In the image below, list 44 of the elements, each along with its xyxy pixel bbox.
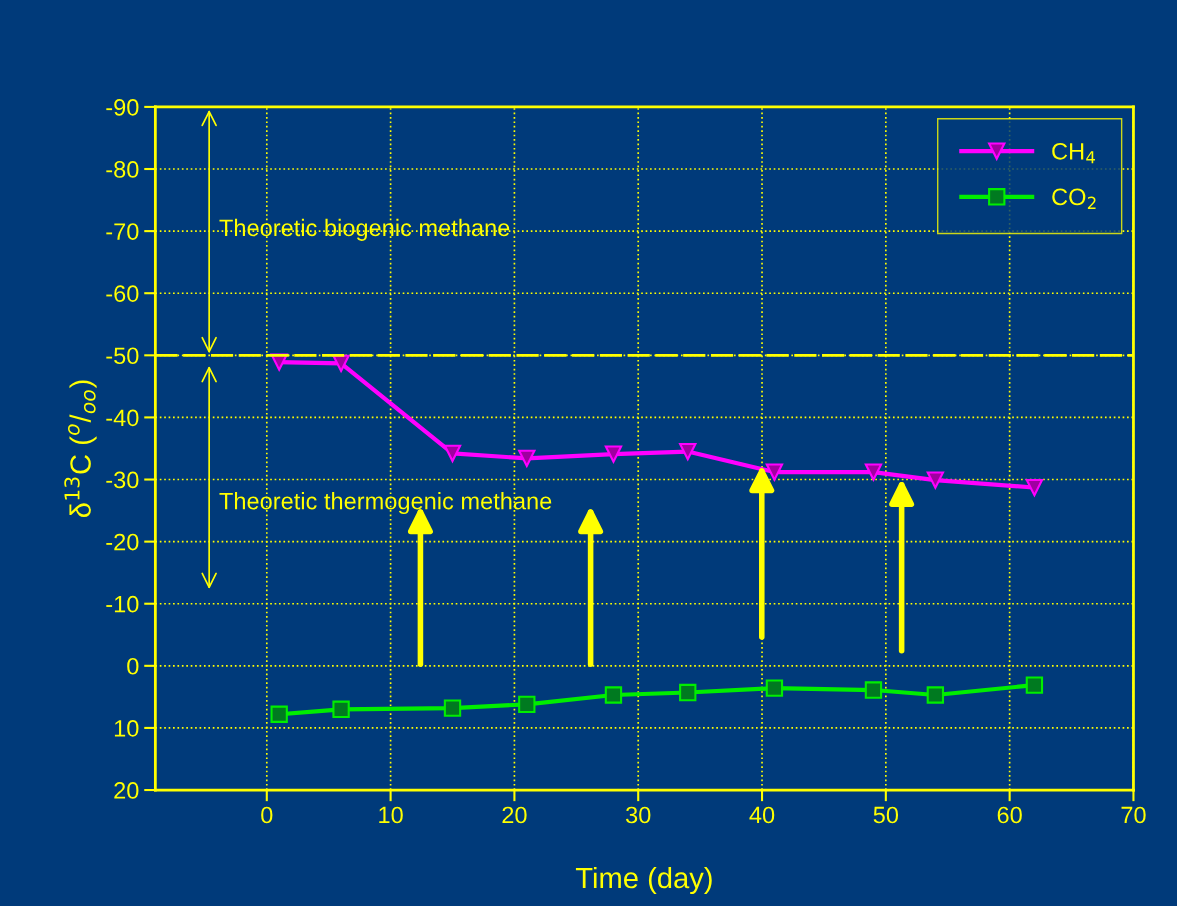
y-tick-label: -80 <box>106 161 139 178</box>
annotation: Theoretic thermogenic methane <box>219 492 552 515</box>
point <box>604 686 623 704</box>
legend-label: CH$_{4}$ <box>1052 142 1095 164</box>
y-tick-label: -30 <box>106 471 139 489</box>
point <box>765 463 784 481</box>
x-tick-label: 70 <box>1121 806 1146 824</box>
point <box>332 700 350 718</box>
y-tick-label: 0 <box>127 657 139 675</box>
x-tick-label: 60 <box>997 806 1022 824</box>
x-tick-label: 20 <box>502 806 527 824</box>
y-tick-label: -60 <box>106 285 139 302</box>
point <box>604 445 623 463</box>
point <box>864 463 883 481</box>
y-tick-label: -90 <box>106 98 139 116</box>
point <box>1025 478 1044 497</box>
x-tick-label: 10 <box>379 806 403 824</box>
point <box>443 444 462 463</box>
x-tick-label: 30 <box>625 806 651 824</box>
point <box>679 442 697 461</box>
point <box>864 681 883 699</box>
point <box>518 695 536 714</box>
x-axis-title: Time (day) <box>575 866 712 895</box>
y-tick-label: -20 <box>106 533 139 551</box>
point <box>270 705 288 723</box>
y-tick-label: -40 <box>106 409 139 427</box>
legend-label: CO$_{2}$ <box>1052 188 1096 209</box>
point <box>926 471 945 489</box>
point <box>926 686 945 704</box>
y-tick-label: -70 <box>106 223 139 240</box>
point <box>679 683 697 702</box>
y-tick-label: 10 <box>114 720 139 737</box>
y-tick-label: -50 <box>106 347 139 365</box>
point <box>518 449 536 468</box>
x-tick-label: 0 <box>261 806 273 824</box>
y-tick-label: -10 <box>106 595 139 613</box>
x-tick-label: 50 <box>873 806 899 824</box>
point <box>1025 676 1044 694</box>
point <box>765 679 784 697</box>
y-tick-label: 20 <box>114 782 139 799</box>
y-axis-title: δ$^{13}$C ($^{o}$/$_{oo}$) <box>64 380 97 518</box>
point <box>443 699 462 717</box>
x-tick-label: 40 <box>749 806 775 824</box>
annotation: Theoretic biogenic methane <box>219 218 510 241</box>
